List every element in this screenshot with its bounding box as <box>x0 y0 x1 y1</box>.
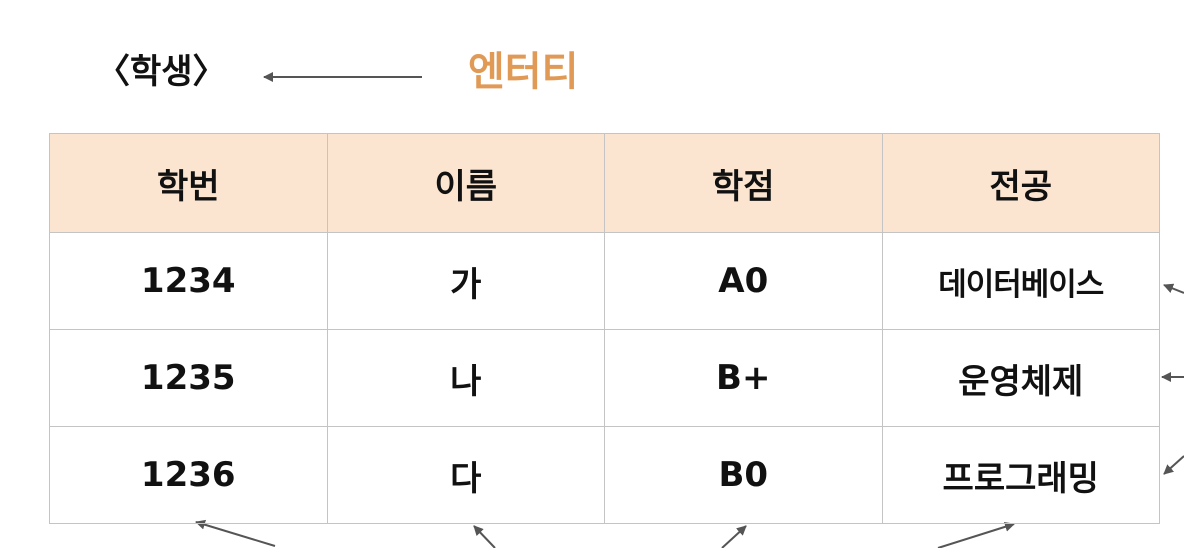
cell-major: 데이터베이스 <box>881 232 1160 330</box>
cell-student-id: 1234 <box>49 232 328 330</box>
entity-label: 엔터티 <box>468 49 579 95</box>
header-name: 이름 <box>326 133 605 233</box>
cell-student-id: 1235 <box>49 329 328 427</box>
table-row: 1235 나 B+ 운영체제 <box>49 329 1160 427</box>
header-student-id: 학번 <box>49 133 328 233</box>
cell-name: 나 <box>326 329 605 427</box>
cell-grade: A0 <box>604 232 883 330</box>
row-pointer-arrow-1 <box>1163 283 1184 294</box>
cell-major: 운영체제 <box>881 329 1160 427</box>
column-pointer-arrow-4 <box>937 521 1015 548</box>
cell-grade: B0 <box>604 426 883 524</box>
cell-name: 다 <box>326 426 605 524</box>
cell-major: 프로그래밍 <box>881 426 1160 524</box>
student-entity-table: 학번 이름 학점 전공 1234 가 A0 데이터베이스 1235 나 B+ 운… <box>49 133 1160 524</box>
table-row: 1234 가 A0 데이터베이스 <box>49 232 1160 330</box>
table-header-row: 학번 이름 학점 전공 <box>49 133 1160 233</box>
header-grade: 학점 <box>604 133 883 233</box>
column-pointer-arrow-1 <box>195 519 276 547</box>
column-pointer-arrow-2 <box>473 525 496 548</box>
table-row: 1236 다 B0 프로그래밍 <box>49 426 1160 524</box>
cell-grade: B+ <box>604 329 883 427</box>
row-pointer-arrow-3 <box>1163 455 1184 475</box>
header-major: 전공 <box>881 133 1160 233</box>
cell-student-id: 1236 <box>49 426 328 524</box>
column-pointer-arrow-3 <box>721 525 747 548</box>
table-title: 〈학생〉 <box>96 52 227 92</box>
cell-name: 가 <box>326 232 605 330</box>
